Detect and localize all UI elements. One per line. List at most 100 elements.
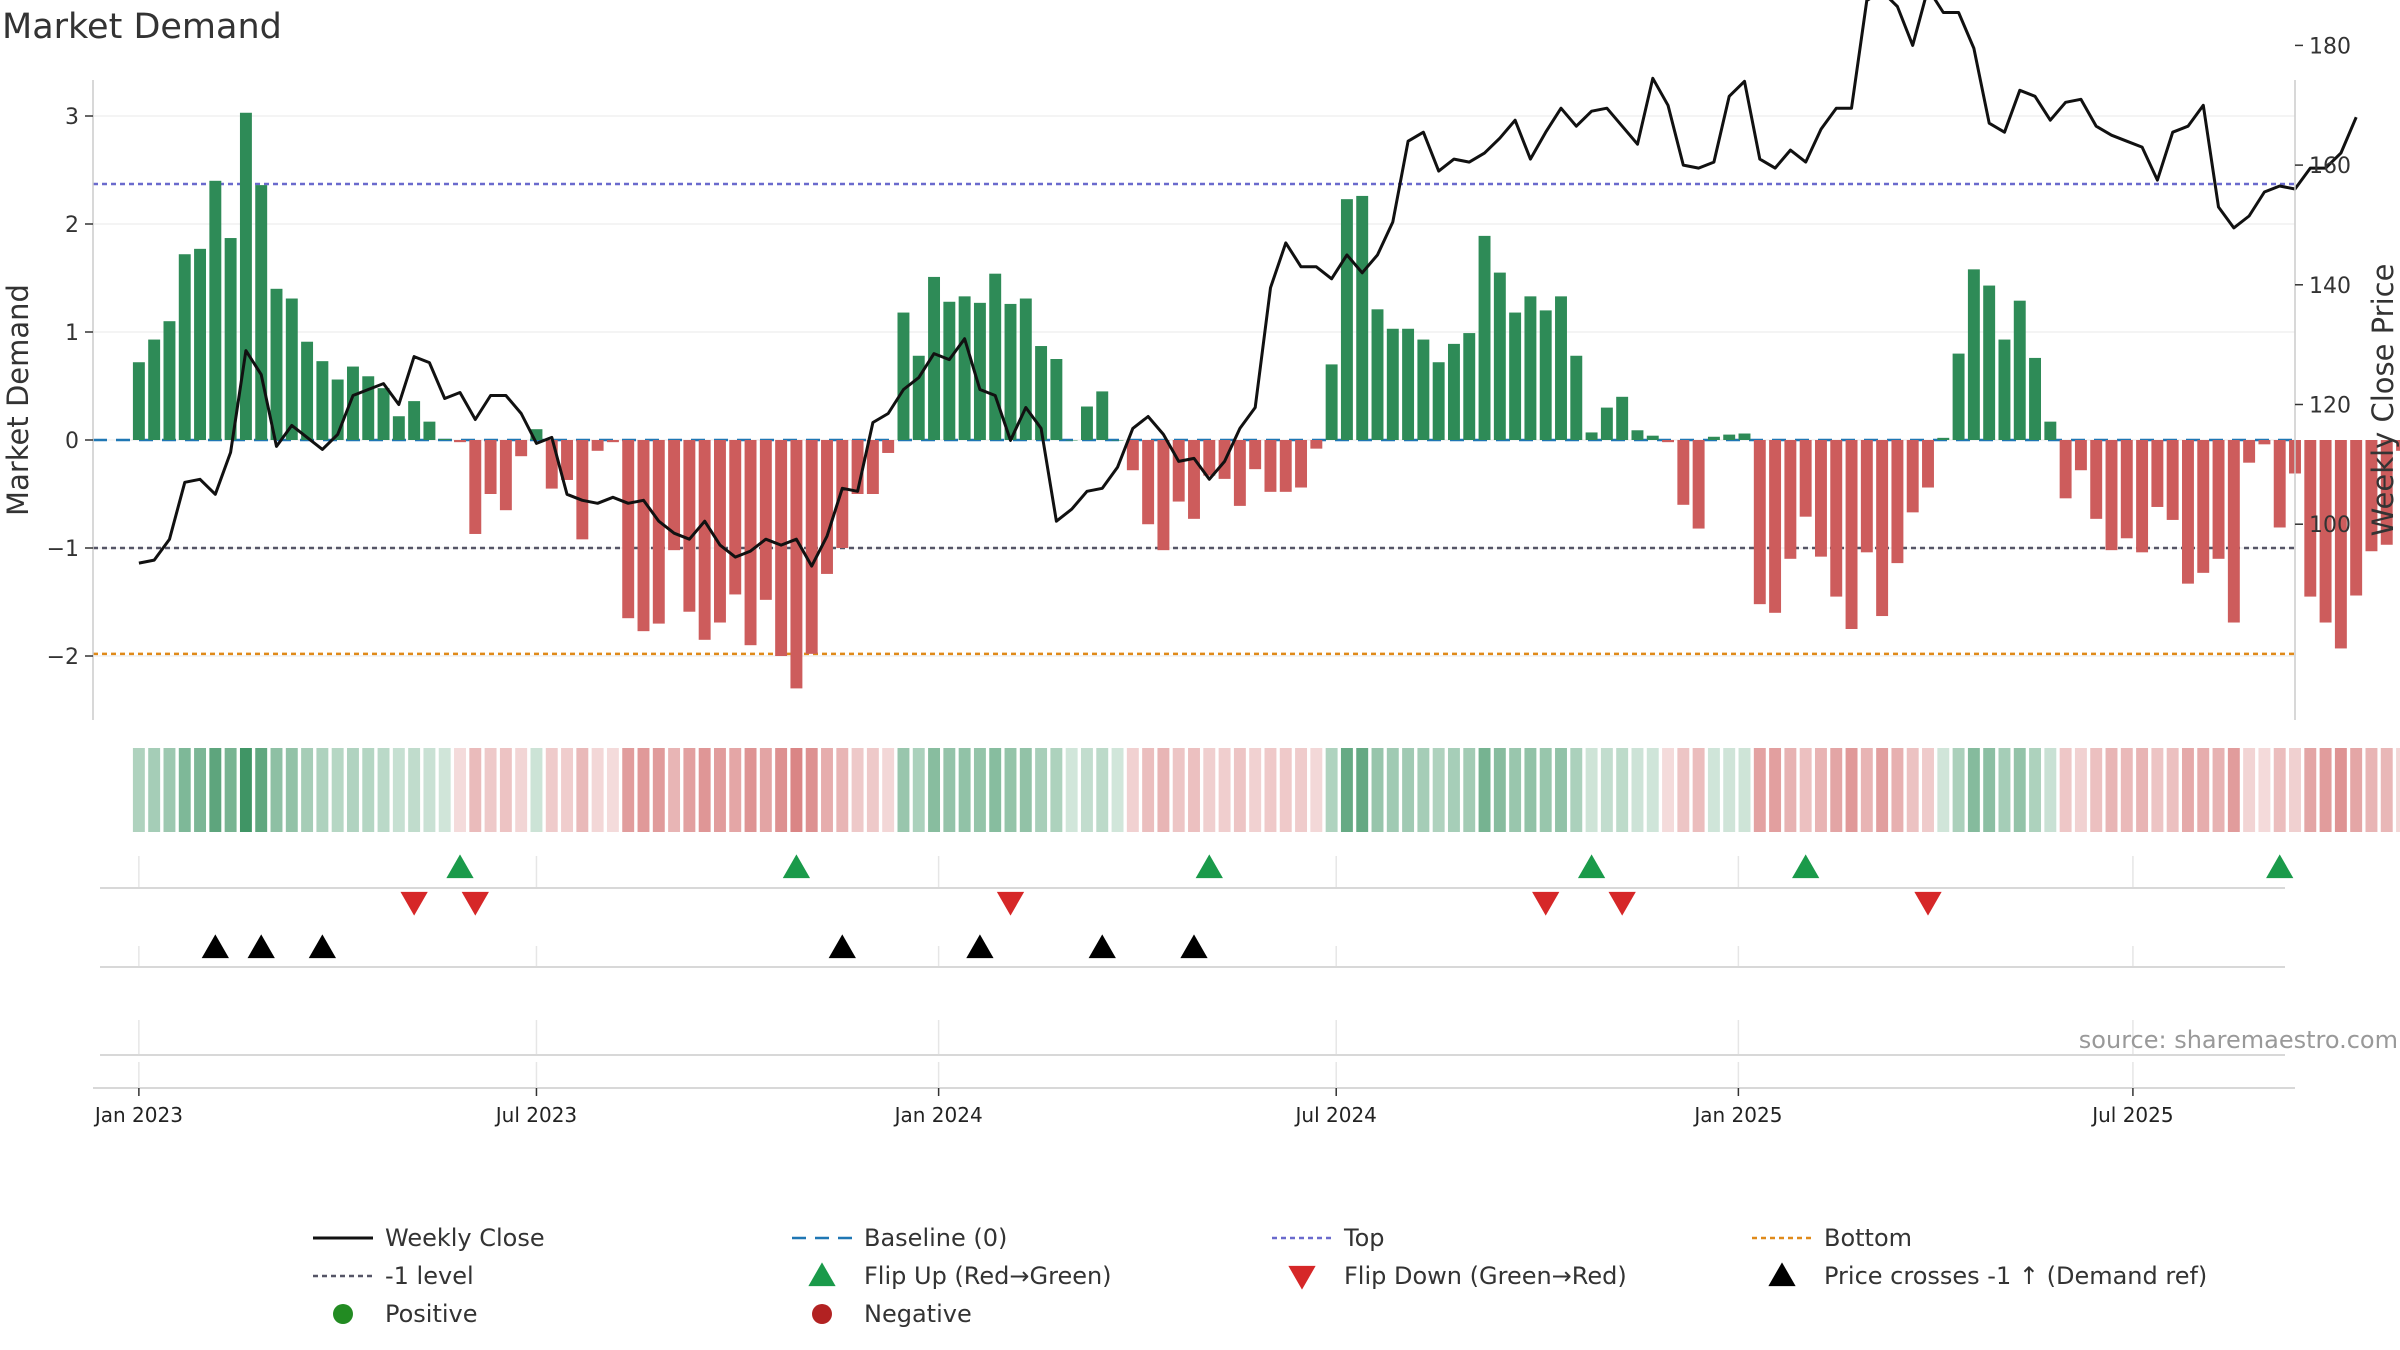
demand-bar — [1493, 272, 1506, 440]
demand-bar — [744, 440, 757, 646]
demand-bar — [484, 440, 497, 494]
grid-lines — [93, 115, 2295, 657]
demand-bar — [2029, 357, 2042, 440]
heat-cell — [2029, 748, 2042, 832]
demand-bar — [1539, 310, 1552, 440]
heat-cell — [759, 748, 772, 832]
flip-down-marker — [1914, 891, 1942, 916]
x-tick-label: Jul 2023 — [494, 1103, 577, 1127]
demand-bar — [1142, 440, 1155, 525]
y-tick-label: 1 — [65, 321, 79, 346]
demand-bar — [2334, 440, 2347, 649]
legend-label: Negative — [864, 1300, 972, 1328]
heat-cell — [2166, 748, 2179, 832]
demand-bar — [1279, 440, 1292, 492]
demand-bar — [561, 440, 574, 480]
heat-cell — [1769, 748, 1782, 832]
heat-cell — [1249, 748, 1262, 832]
legend-label: Positive — [385, 1300, 478, 1328]
demand-bar — [1998, 339, 2011, 440]
demand-bar — [423, 421, 436, 440]
demand-bar — [1769, 440, 1782, 613]
legend-item: Top — [1272, 1224, 1385, 1252]
demand-bar — [301, 341, 314, 440]
heat-cell — [1814, 748, 1827, 832]
demand-bar — [1157, 440, 1170, 551]
demand-bar — [836, 440, 849, 548]
demand-bar — [1753, 440, 1766, 605]
heat-cell — [499, 748, 512, 832]
heat-cell — [1371, 748, 1384, 832]
y-tick-label: −1 — [47, 537, 79, 562]
heat-cell — [1264, 748, 1277, 832]
demand-bar — [2105, 440, 2118, 551]
demand-bar — [408, 401, 421, 440]
heat-cell — [729, 748, 742, 832]
demand-bar — [2243, 440, 2256, 463]
demand-bar — [1922, 440, 1934, 488]
heat-cell — [928, 748, 941, 832]
heat-cell — [530, 748, 543, 832]
y2-tick-label: 100 — [2309, 513, 2351, 538]
demand-bar — [2258, 440, 2271, 445]
y-tick-label: 3 — [65, 105, 79, 130]
heat-cell — [1509, 748, 1522, 832]
price-cross-marker — [247, 934, 275, 959]
demand-bar — [943, 301, 956, 440]
legend-item: Flip Down (Green→Red) — [1288, 1262, 1627, 1290]
demand-bar — [1830, 440, 1843, 597]
demand-bar — [224, 238, 237, 440]
demand-bar — [2396, 440, 2400, 451]
demand-bars — [132, 112, 2400, 689]
price-cross-marker — [1088, 934, 1116, 959]
demand-bar — [1646, 435, 1659, 440]
heat-cell — [285, 748, 298, 832]
demand-bar — [775, 440, 788, 656]
heat-cell — [622, 748, 635, 832]
legend-item: Flip Up (Red→Green) — [808, 1262, 1112, 1290]
reference-lines — [93, 182, 2295, 656]
demand-bar — [1845, 440, 1858, 629]
demand-bar — [148, 339, 161, 440]
demand-bar — [912, 355, 925, 440]
heat-cell — [1524, 748, 1537, 832]
demand-bar — [2090, 440, 2103, 519]
heat-cell — [301, 748, 314, 832]
legend-item: Negative — [812, 1300, 972, 1328]
legend: Weekly Close Baseline (0) Top Bottom -1 leve… — [313, 1224, 2207, 1328]
demand-bar — [591, 440, 604, 451]
demand-bar — [2136, 440, 2149, 553]
flip-down-marker — [1608, 891, 1636, 916]
heat-cell — [2289, 748, 2301, 832]
heat-cell — [2380, 748, 2393, 832]
heat-cell — [515, 748, 528, 832]
x-tick-label: Jan 2024 — [893, 1103, 983, 1127]
heat-cell — [2105, 748, 2118, 832]
demand-bar — [454, 440, 466, 443]
heat-cell — [408, 748, 421, 832]
demand-bar — [331, 379, 344, 440]
heat-cell — [1432, 748, 1445, 832]
demand-bar — [683, 440, 696, 612]
x-tick-label: Jul 2024 — [1294, 1103, 1377, 1127]
flip-down-marker — [1532, 891, 1560, 916]
legend-item: Weekly Close — [313, 1224, 545, 1252]
heat-cell — [2396, 748, 2400, 832]
demand-bar — [392, 416, 405, 440]
demand-bar — [346, 366, 359, 440]
heat-cell — [1937, 748, 1950, 832]
heat-cell — [239, 748, 252, 832]
demand-bar — [576, 440, 589, 540]
heat-cell — [805, 748, 818, 832]
x-tick-label: Jul 2025 — [2090, 1103, 2173, 1127]
legend-swatch-circle — [812, 1304, 832, 1324]
demand-bar — [1616, 396, 1629, 440]
heat-cell — [346, 748, 359, 832]
demand-bar — [1876, 440, 1889, 617]
demand-bar — [2166, 440, 2179, 520]
heat-cell — [362, 748, 375, 832]
heat-cell — [469, 748, 482, 832]
heat-cell — [148, 748, 161, 832]
demand-bar — [1310, 440, 1323, 449]
heat-cell — [1157, 748, 1170, 832]
